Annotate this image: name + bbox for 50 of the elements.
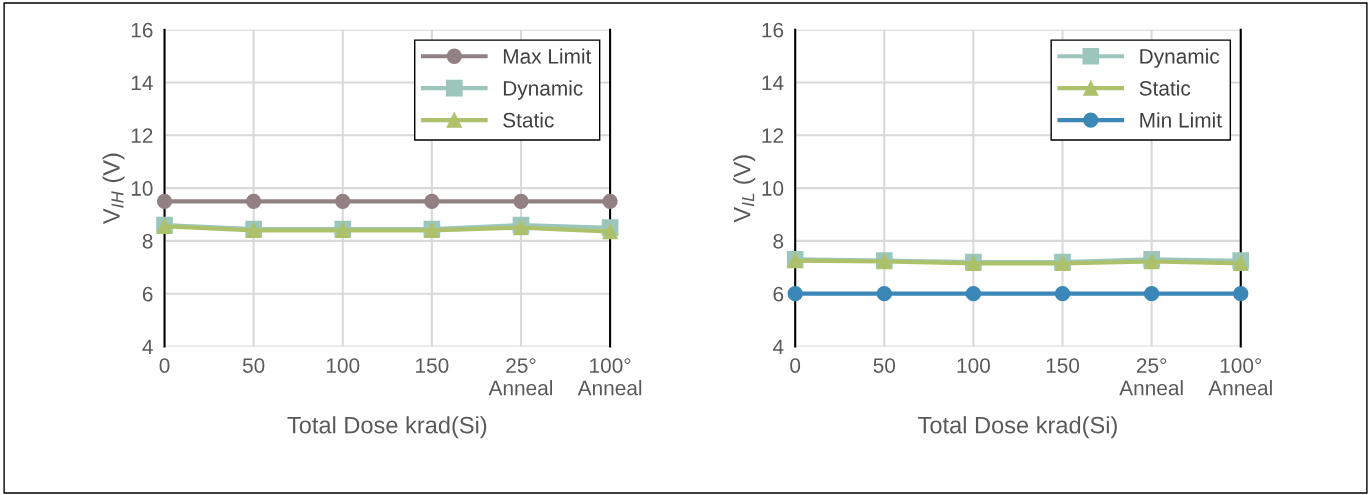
point xyxy=(513,193,529,209)
y-tick-label: 12 xyxy=(131,128,153,143)
point xyxy=(513,220,529,236)
point xyxy=(156,193,173,209)
point xyxy=(424,193,440,209)
y-tick-label: 8 xyxy=(773,233,784,249)
x-tick-label: 0 xyxy=(159,358,170,373)
y-tick-label: 12 xyxy=(762,128,784,143)
x-tick-label: 25° Anneal xyxy=(488,358,553,396)
point xyxy=(1054,286,1071,302)
x-tick-label: 0 xyxy=(790,358,801,373)
point xyxy=(245,193,262,209)
y-tick-label: 16 xyxy=(762,22,784,38)
x-tick-label: 100 xyxy=(957,358,990,373)
x-tick-label: 100° Anneal xyxy=(577,358,642,396)
point xyxy=(602,193,618,209)
y-tick-label: 16 xyxy=(131,22,153,38)
x-axis-title: Total Dose krad(Si) xyxy=(287,416,487,439)
legend-label: Max Limit xyxy=(503,48,592,64)
legend-label: Dynamic xyxy=(503,80,583,100)
y-axis-title: V$_{IL}$ (V) xyxy=(733,155,756,223)
x-tick-label: 100° Anneal xyxy=(1208,358,1272,396)
x-tick-label: 25° Anneal xyxy=(1119,358,1183,396)
point xyxy=(965,286,982,302)
x-tick-label: 150 xyxy=(1046,358,1080,373)
y-tick-label: 4 xyxy=(772,339,784,355)
point xyxy=(1233,286,1249,302)
y-axis-title: V$_{IH}$ (V) xyxy=(102,153,125,224)
legend-label: Static xyxy=(503,112,554,128)
x-tick-label: 50 xyxy=(242,358,265,373)
point xyxy=(335,193,351,209)
point xyxy=(876,286,892,302)
point xyxy=(602,224,618,240)
legend-label: Dynamic xyxy=(1140,48,1220,68)
point xyxy=(1144,286,1160,302)
x-tick-label: 50 xyxy=(873,358,896,373)
x-axis-title: Total Dose krad(Si) xyxy=(918,416,1117,439)
y-tick-label: 14 xyxy=(762,75,784,91)
legend-label: Min Limit xyxy=(1140,112,1222,128)
point xyxy=(787,286,803,302)
y-tick-label: 8 xyxy=(142,233,153,249)
y-tick-label: 14 xyxy=(131,75,153,91)
x-tick-label: 100 xyxy=(326,358,360,373)
y-tick-label: 10 xyxy=(131,181,153,196)
y-tick-label: 10 xyxy=(762,181,784,196)
y-tick-label: 4 xyxy=(142,339,153,355)
x-tick-label: 150 xyxy=(416,358,449,373)
y-tick-label: 6 xyxy=(142,286,153,302)
legend-label: Static xyxy=(1139,80,1191,96)
y-tick-label: 6 xyxy=(773,286,784,302)
